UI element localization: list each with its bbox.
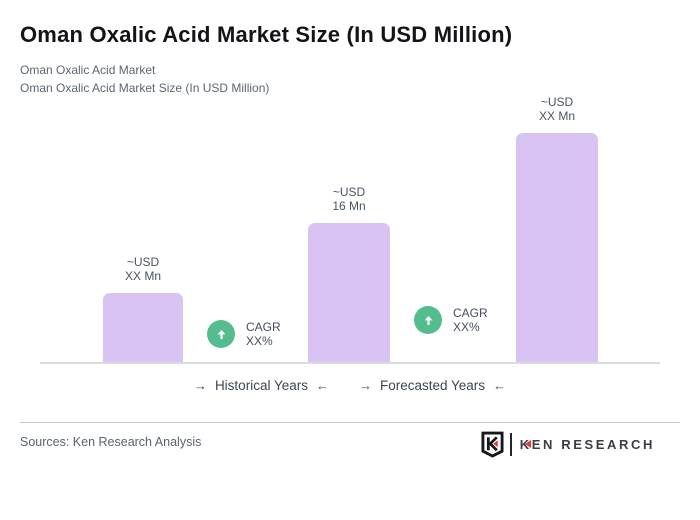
logo-k-accent-icon [524, 440, 531, 448]
bar-value-label: ~USD 16 Mn [332, 185, 366, 213]
ken-research-shield-icon [481, 431, 504, 458]
arrow-left-icon: ← [315, 378, 329, 393]
period-legend: → Historical Years ← → Forecasted Years … [40, 378, 660, 393]
ken-research-logo: KEN RESEARCH [481, 430, 655, 458]
cagr-indicator-forecast: CAGR XX% [414, 306, 488, 334]
footer-divider [20, 422, 680, 423]
subtitle-line-1: Oman Oxalic Acid Market [20, 63, 156, 77]
bar-historical-start [103, 293, 183, 362]
bar-value-label: ~USD XX Mn [124, 255, 161, 283]
growth-up-arrow-icon [207, 320, 235, 348]
cagr-label: CAGR XX% [453, 306, 488, 334]
bar-forecast-end [516, 133, 598, 362]
arrow-right-icon: → [193, 378, 207, 393]
bar-value-label: ~USD XX Mn [538, 95, 575, 123]
chart-baseline [40, 362, 660, 364]
arrow-left-icon: ← [493, 378, 507, 393]
chart-subtitle: Oman Oxalic Acid Market Oman Oxalic Acid… [20, 61, 269, 97]
page-title: Oman Oxalic Acid Market Size (In USD Mil… [20, 22, 513, 47]
bar-group-historical-start: ~USD XX Mn [103, 255, 183, 362]
cagr-label: CAGR XX% [246, 320, 281, 348]
logo-divider [509, 432, 512, 456]
arrow-right-icon: → [358, 378, 372, 393]
bar-base-year [308, 223, 390, 362]
legend-historical-years: → Historical Years ← [194, 378, 329, 393]
logo-wordmark: KEN RESEARCH [519, 436, 655, 452]
legend-label: Forecasted Years [379, 378, 486, 393]
subtitle-line-2: Oman Oxalic Acid Market Size (In USD Mil… [20, 81, 270, 95]
legend-label: Historical Years [214, 378, 308, 393]
cagr-indicator-historical: CAGR XX% [207, 320, 281, 348]
growth-up-arrow-icon [414, 306, 442, 334]
sources-text: Sources: Ken Research Analysis [20, 435, 202, 449]
legend-forecasted-years: → Forecasted Years ← [359, 378, 506, 393]
bar-group-forecast-end: ~USD XX Mn [516, 95, 598, 362]
bar-group-base-year: ~USD 16 Mn [308, 185, 390, 362]
